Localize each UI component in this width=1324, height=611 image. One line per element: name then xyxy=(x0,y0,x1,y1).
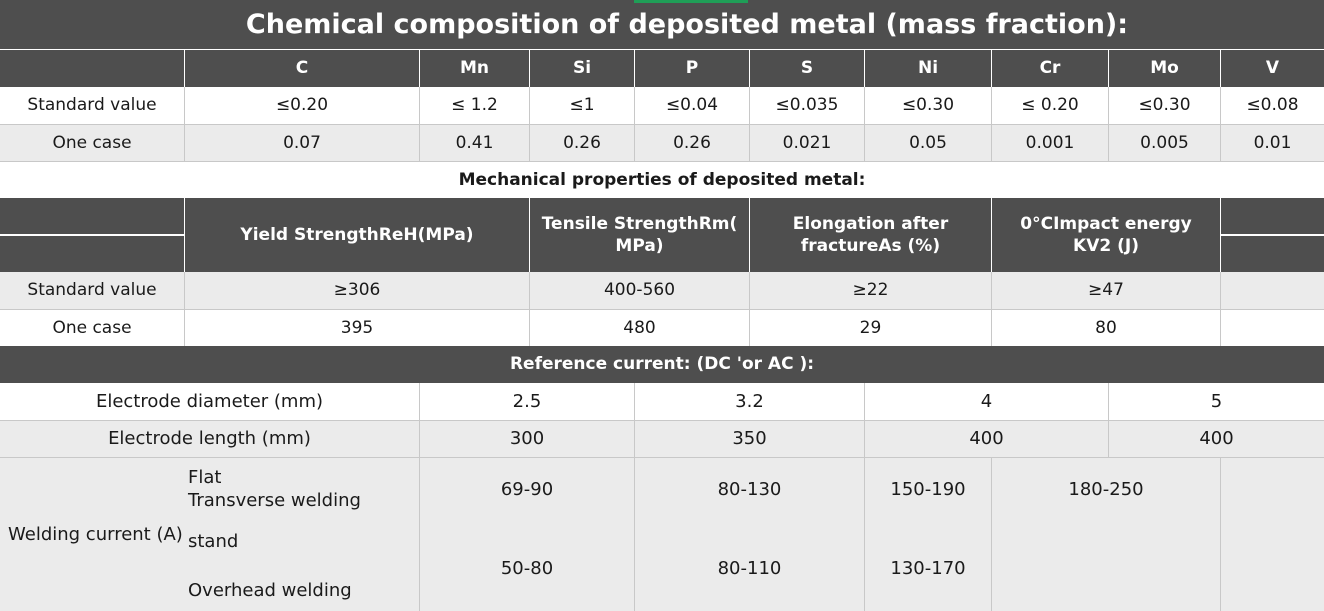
overhead-label: Overhead welding xyxy=(188,580,352,602)
flat-current-cell: 180-250 xyxy=(991,457,1220,521)
overhead-current-cell: 80-110 xyxy=(634,521,864,611)
chem-case-cell: 0.01 xyxy=(1220,124,1324,161)
chem-case-cell: 0.26 xyxy=(529,124,634,161)
chem-case-cell: 0.005 xyxy=(1108,124,1220,161)
chem-standard-cell: ≤0.08 xyxy=(1220,87,1324,124)
length-cell: 300 xyxy=(419,420,634,457)
stand-label: stand xyxy=(188,531,239,552)
length-cell: 400 xyxy=(864,420,1108,457)
element-header: C xyxy=(184,49,419,87)
element-header: Mo xyxy=(1108,49,1220,87)
mech-standard-label: Standard value xyxy=(0,272,184,309)
chem-case-cell: 0.001 xyxy=(991,124,1108,161)
diameter-cell: 5 xyxy=(1108,383,1324,420)
mech-standard-blank xyxy=(1220,272,1324,309)
length-cell: 350 xyxy=(634,420,864,457)
mech-case-blank xyxy=(1220,309,1324,346)
flat-current-cell: 150-190 xyxy=(864,457,991,521)
diameter-cell: 2.5 xyxy=(419,383,634,420)
mech-header-blank xyxy=(0,198,184,234)
element-header: Mn xyxy=(419,49,529,87)
chem-standard-cell: ≤0.035 xyxy=(749,87,864,124)
mech-header-blank xyxy=(0,235,184,272)
overhead-current-blank xyxy=(991,521,1220,611)
overhead-current-cell: 130-170 xyxy=(864,521,991,611)
chem-standard-cell: ≤0.20 xyxy=(184,87,419,124)
selected-cell-indicator xyxy=(634,0,748,3)
chem-standard-cell: ≤ 1.2 xyxy=(419,87,529,124)
chemical-title: Chemical composition of deposited metal … xyxy=(0,0,1324,49)
element-header: V xyxy=(1220,49,1324,87)
element-header: Si xyxy=(529,49,634,87)
element-header: S xyxy=(749,49,864,87)
diameter-label: Electrode diameter (mm) xyxy=(0,383,419,420)
mech-standard-cell: ≥22 xyxy=(749,272,991,309)
welding-current-label: Welding current (A) xyxy=(0,457,184,611)
chem-case-cell: 0.41 xyxy=(419,124,529,161)
diameter-cell: 4 xyxy=(864,383,1108,420)
chem-standard-cell: ≤0.30 xyxy=(1108,87,1220,124)
flat-label: Flat xyxy=(188,467,222,488)
chem-case-cell: 0.26 xyxy=(634,124,749,161)
current-title: Reference current: (DC 'or AC ): xyxy=(0,346,1324,383)
mech-header-blank xyxy=(1220,235,1324,272)
chem-standard-cell: ≤0.04 xyxy=(634,87,749,124)
chem-case-cell: 0.07 xyxy=(184,124,419,161)
flat-position-label: Flat Transverse welding xyxy=(184,457,419,521)
chem-standard-label: Standard value xyxy=(0,87,184,124)
chem-standard-cell: ≤1 xyxy=(529,87,634,124)
mech-case-label: One case xyxy=(0,309,184,346)
mech-header-blank xyxy=(1220,198,1324,234)
flat-current-cell: 80-130 xyxy=(634,457,864,521)
diameter-cell: 3.2 xyxy=(634,383,864,420)
overhead-current-blank xyxy=(1220,521,1324,611)
chem-standard-cell: ≤ 0.20 xyxy=(991,87,1108,124)
mechanical-title: Mechanical properties of deposited metal… xyxy=(0,161,1324,198)
transverse-label: Transverse welding xyxy=(188,490,361,512)
mech-standard-cell: 400-560 xyxy=(529,272,749,309)
mech-standard-cell: ≥306 xyxy=(184,272,529,309)
mech-standard-cell: ≥47 xyxy=(991,272,1220,309)
mech-header: Elongation after fractureAs (%) xyxy=(749,198,991,272)
mech-case-cell: 80 xyxy=(991,309,1220,346)
mech-header: Yield StrengthReH(MPa) xyxy=(184,198,529,272)
flat-current-blank xyxy=(1220,457,1324,521)
chem-case-cell: 0.021 xyxy=(749,124,864,161)
chem-standard-cell: ≤0.30 xyxy=(864,87,991,124)
mech-case-cell: 395 xyxy=(184,309,529,346)
length-label: Electrode length (mm) xyxy=(0,420,419,457)
overhead-position-label: stand Overhead welding xyxy=(184,521,419,611)
length-cell: 400 xyxy=(1108,420,1324,457)
mech-header: 0°CImpact energy KV2 (J) xyxy=(991,198,1220,272)
element-header: P xyxy=(634,49,749,87)
flat-current-cell: 69-90 xyxy=(419,457,634,521)
overhead-current-cell: 50-80 xyxy=(419,521,634,611)
chem-header-blank xyxy=(0,49,184,87)
element-header: Cr xyxy=(991,49,1108,87)
chem-case-cell: 0.05 xyxy=(864,124,991,161)
element-header: Ni xyxy=(864,49,991,87)
mech-header: Tensile StrengthRm( MPa) xyxy=(529,198,749,272)
mech-case-cell: 480 xyxy=(529,309,749,346)
chem-case-label: One case xyxy=(0,124,184,161)
mech-case-cell: 29 xyxy=(749,309,991,346)
